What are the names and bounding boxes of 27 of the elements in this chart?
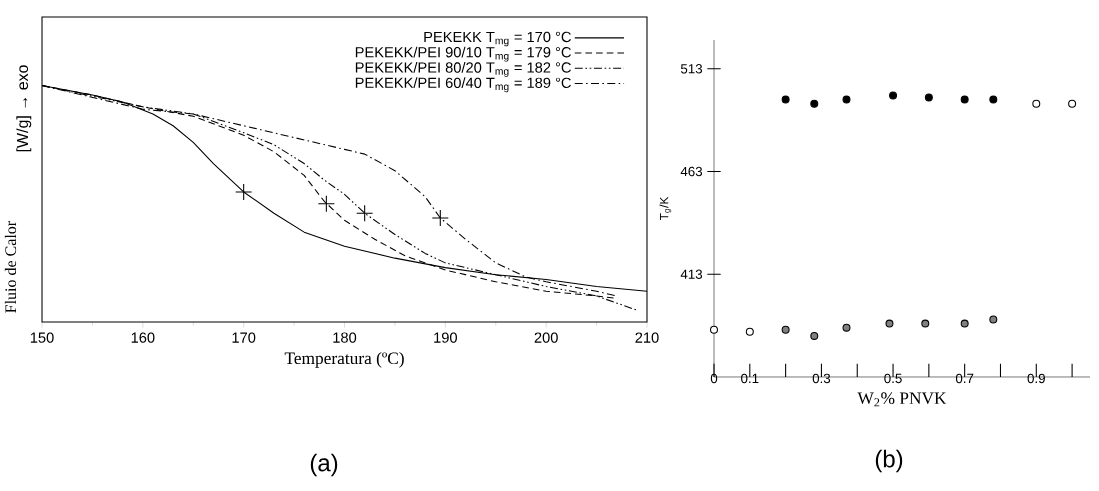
legend-label: PEKEKK/PEI 90/10 T$_{mg}$ = 179 °C — [355, 46, 571, 62]
x-tick-label: 210 — [635, 332, 659, 343]
x-tick-label: 0.5 — [884, 373, 902, 384]
y-axis-title: Fluio de Calor — [4, 221, 17, 313]
x-tick-label: 0.3 — [812, 373, 831, 384]
x-tick-label: 0 — [710, 373, 718, 384]
x-tick-label: 150 — [30, 332, 54, 343]
x-tick-label: 200 — [534, 332, 558, 343]
y-tick-label: 463 — [680, 166, 703, 177]
text: (b) — [875, 449, 903, 473]
y-tick-label: 413 — [680, 269, 703, 279]
text: [W/g] → exo — [16, 65, 32, 152]
text: (a) — [310, 453, 338, 477]
x-tick-label: 0.7 — [955, 373, 974, 384]
x-axis-title: W$_{2}$% PNVK — [857, 392, 947, 407]
legend-label: PEKEKK/PEI 60/40 T$_{mg}$ = 189 °C — [355, 77, 571, 93]
x-tick-label: 160 — [131, 332, 155, 343]
x-tick-label: 180 — [333, 332, 357, 343]
x-tick-label: 190 — [434, 332, 457, 343]
y-tick-label: 513 — [680, 64, 703, 74]
y-axis-title: T$_{g}$/K — [659, 196, 672, 221]
x-tick-label: 0.9 — [1027, 373, 1045, 384]
x-axis-title: Temperatura (ºC) — [284, 351, 404, 368]
legend-label: PEKEKK/PEI 80/20 T$_{mg}$ = 182 °C — [355, 61, 571, 77]
x-tick-label: 0.1 — [741, 373, 759, 384]
x-tick-label: 170 — [232, 332, 256, 343]
legend-label: PEKEKK T$_{mg}$ = 170 °C — [424, 31, 571, 47]
